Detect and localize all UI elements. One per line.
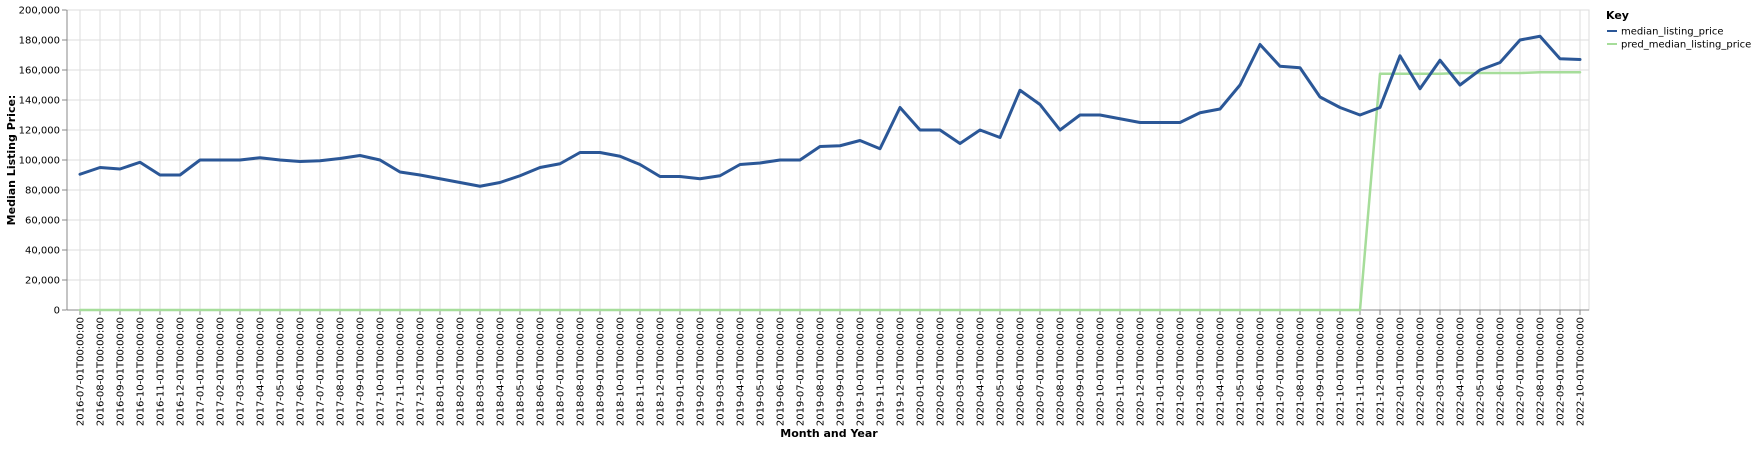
x-tick-label: 2019-04-01T00:00:00 (736, 317, 747, 426)
x-tick-label: 2021-09-01T00:00:00 (1316, 317, 1327, 426)
x-tick-label: 2017-06-01T00:00:00 (296, 317, 307, 426)
x-tick-label: 2020-09-01T00:00:00 (1076, 317, 1087, 426)
x-tick-label: 2019-02-01T00:00:00 (696, 317, 707, 426)
y-tick-label: 120,000 (19, 126, 60, 137)
x-tick-label: 2016-11-01T00:00:00 (156, 317, 167, 426)
x-tick-label: 2021-11-01T00:00:00 (1356, 317, 1367, 426)
x-tick-label: 2017-09-01T00:00:00 (356, 317, 367, 426)
x-tick-label: 2017-07-01T00:00:00 (316, 317, 327, 426)
x-tick-label: 2022-09-01T00:00:00 (1556, 317, 1567, 426)
x-tick-label: 2021-05-01T00:00:00 (1236, 317, 1247, 426)
x-tick-label: 2017-02-01T00:00:00 (216, 317, 227, 426)
x-tick-label: 2019-12-01T00:00:00 (896, 317, 907, 426)
x-tick-label: 2019-03-01T00:00:00 (716, 317, 727, 426)
x-tick-label: 2020-12-01T00:00:00 (1136, 317, 1147, 426)
series-line-median-listing-price (78, 34, 1582, 188)
legend-label-median-listing-price: median_listing_price (1621, 27, 1724, 38)
x-tick-label: 2019-01-01T00:00:00 (676, 317, 687, 426)
x-tick-label: 2018-02-01T00:00:00 (456, 317, 467, 426)
x-tick-label: 2020-01-01T00:00:00 (916, 317, 927, 426)
x-tick-label: 2020-08-01T00:00:00 (1056, 317, 1067, 426)
x-tick-label: 2022-02-01T00:00:00 (1416, 317, 1427, 426)
x-tick-label: 2018-10-01T00:00:00 (616, 317, 627, 426)
x-tick-label: 2020-05-01T00:00:00 (996, 317, 1007, 426)
x-tick-label: 2017-10-01T00:00:00 (376, 317, 387, 426)
x-tick-label: 2017-05-01T00:00:00 (276, 317, 287, 426)
legend: Key median_listing_price pred_median_list… (1606, 9, 1751, 51)
x-tick-label: 2016-10-01T00:00:00 (136, 317, 147, 426)
x-tick-label: 2022-07-01T00:00:00 (1516, 317, 1527, 426)
x-tick-label: 2018-01-01T00:00:00 (436, 317, 447, 426)
x-tick-label: 2018-07-01T00:00:00 (556, 317, 567, 426)
x-tick-label: 2021-12-01T00:00:00 (1376, 317, 1387, 426)
axes: 0 20,000 40,000 60,000 80,000 100,000 120,000 1… (19, 6, 1590, 426)
x-tick-label: 2017-03-01T00:00:00 (236, 317, 247, 426)
x-tick-label: 2020-04-01T00:00:00 (976, 317, 987, 426)
series-line-pred-median-listing-price (78, 71, 1582, 312)
x-tick-label: 2018-11-01T00:00:00 (636, 317, 647, 426)
y-tick-label: 180,000 (19, 36, 60, 47)
x-tick-label: 2016-09-01T00:00:00 (116, 317, 127, 426)
x-tick-label: 2021-01-01T00:00:00 (1156, 317, 1167, 426)
x-tick-label: 2021-06-01T00:00:00 (1256, 317, 1267, 426)
y-tick-label: 40,000 (25, 246, 60, 257)
x-tick-label: 2020-10-01T00:00:00 (1096, 317, 1107, 426)
x-tick-label: 2021-10-01T00:00:00 (1336, 317, 1347, 426)
series-lines (78, 34, 1582, 312)
x-tick-label: 2019-09-01T00:00:00 (836, 317, 847, 426)
y-tick-label: 20,000 (25, 276, 60, 287)
x-tick-label: 2017-08-01T00:00:00 (336, 317, 347, 426)
x-tick-label: 2017-01-01T00:00:00 (196, 317, 207, 426)
x-tick-label: 2022-08-01T00:00:00 (1536, 317, 1547, 426)
legend-title: Key (1606, 9, 1629, 22)
x-tick-label: 2022-01-01T00:00:00 (1396, 317, 1407, 426)
y-tick-label: 160,000 (19, 66, 60, 77)
x-tick-label: 2021-04-01T00:00:00 (1216, 317, 1227, 426)
y-axis-title: Median Listing Price: (5, 95, 18, 226)
x-tick-label: 2018-08-01T00:00:00 (576, 317, 587, 426)
x-tick-label: 2022-05-01T00:00:00 (1476, 317, 1487, 426)
x-tick-label: 2018-04-01T00:00:00 (496, 317, 507, 426)
x-tick-label: 2020-07-01T00:00:00 (1036, 317, 1047, 426)
x-tick-label: 2021-07-01T00:00:00 (1276, 317, 1287, 426)
x-tick-label: 2016-08-01T00:00:00 (96, 317, 107, 426)
x-tick-label: 2016-12-01T00:00:00 (176, 317, 187, 426)
y-tick-label: 0 (54, 306, 60, 317)
x-tick-label: 2020-06-01T00:00:00 (1016, 317, 1027, 426)
x-tick-label: 2018-05-01T00:00:00 (516, 317, 527, 426)
x-tick-label: 2017-04-01T00:00:00 (256, 317, 267, 426)
x-tick-label: 2020-02-01T00:00:00 (936, 317, 947, 426)
x-tick-label: 2022-10-01T00:00:00 (1576, 317, 1587, 426)
x-tick-label: 2019-08-01T00:00:00 (816, 317, 827, 426)
x-tick-label: 2019-11-01T00:00:00 (876, 317, 887, 426)
x-tick-label: 2017-11-01T00:00:00 (396, 317, 407, 426)
x-tick-label: 2018-12-01T00:00:00 (656, 317, 667, 426)
legend-label-pred-median-listing-price: pred_median_listing_price (1621, 40, 1751, 51)
y-tick-label: 80,000 (25, 186, 60, 197)
x-tick-label: 2019-10-01T00:00:00 (856, 317, 867, 426)
x-tick-label: 2018-09-01T00:00:00 (596, 317, 607, 426)
x-axis-title: Month and Year (780, 427, 878, 440)
x-tick-label: 2019-06-01T00:00:00 (776, 317, 787, 426)
x-tick-label: 2021-08-01T00:00:00 (1296, 317, 1307, 426)
x-tick-label: 2022-06-01T00:00:00 (1496, 317, 1507, 426)
x-tick-label: 2021-03-01T00:00:00 (1196, 317, 1207, 426)
y-tick-label: 200,000 (19, 6, 60, 17)
y-tick-label: 100,000 (19, 156, 60, 167)
x-tick-label: 2021-02-01T00:00:00 (1176, 317, 1187, 426)
x-tick-label: 2019-07-01T00:00:00 (796, 317, 807, 426)
x-tick-label: 2019-05-01T00:00:00 (756, 317, 767, 426)
x-tick-label: 2016-07-01T00:00:00 (76, 317, 87, 426)
x-tick-label: 2022-03-01T00:00:00 (1436, 317, 1447, 426)
x-tick-label: 2020-03-01T00:00:00 (956, 317, 967, 426)
x-tick-label: 2017-12-01T00:00:00 (416, 317, 427, 426)
x-tick-label: 2022-04-01T00:00:00 (1456, 317, 1467, 426)
y-tick-label: 60,000 (25, 216, 60, 227)
y-tick-label: 140,000 (19, 96, 60, 107)
x-tick-label: 2018-03-01T00:00:00 (476, 317, 487, 426)
x-tick-label: 2018-06-01T00:00:00 (536, 317, 547, 426)
x-tick-label: 2020-11-01T00:00:00 (1116, 317, 1127, 426)
